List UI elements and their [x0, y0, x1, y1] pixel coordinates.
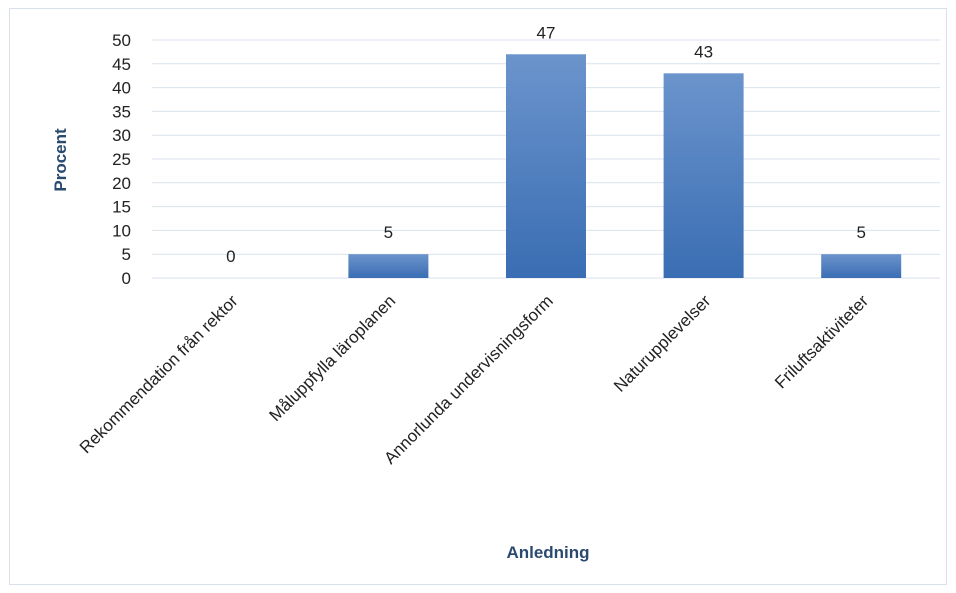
- y-tick-label: 25: [112, 150, 131, 169]
- y-axis-title: Procent: [51, 128, 70, 192]
- y-tick-label: 30: [112, 126, 131, 145]
- data-label: 43: [694, 42, 713, 61]
- x-category-label: Annorlunda undervisningsform: [380, 291, 556, 467]
- data-labels: 0 5 47 43 5: [226, 23, 866, 266]
- y-tick-label: 35: [112, 102, 131, 121]
- data-label: 5: [384, 223, 393, 242]
- chart-frame: [9, 8, 947, 585]
- y-tick-label: 45: [112, 55, 131, 74]
- data-label: 5: [856, 223, 865, 242]
- y-tick-label: 10: [112, 221, 131, 240]
- y-tick-label: 20: [112, 174, 131, 193]
- y-tick-label: 50: [112, 31, 131, 50]
- bars: [348, 54, 902, 278]
- y-axis-ticks: 0 5 10 15 20 25 30 35 40 45 50: [112, 31, 131, 288]
- x-category-label: Rekommendation från rektor: [76, 291, 242, 457]
- y-tick-label: 5: [122, 245, 131, 264]
- x-category-label: Naturupplevelser: [610, 291, 715, 396]
- y-tick-label: 15: [112, 198, 131, 217]
- x-axis-categories: Rekommendation från rektor Måluppfylla lä…: [76, 291, 872, 468]
- bar: [506, 54, 586, 278]
- bar: [821, 254, 902, 278]
- y-tick-label: 0: [122, 269, 131, 288]
- data-label: 47: [537, 23, 556, 42]
- x-category-label: Friluftsaktiviteter: [771, 291, 872, 392]
- bar: [663, 73, 744, 278]
- x-category-label: Måluppfylla läroplanen: [266, 291, 400, 425]
- data-label: 0: [226, 247, 235, 266]
- bar: [348, 254, 429, 278]
- x-axis-title: Anledning: [506, 543, 589, 562]
- y-tick-label: 40: [112, 79, 131, 98]
